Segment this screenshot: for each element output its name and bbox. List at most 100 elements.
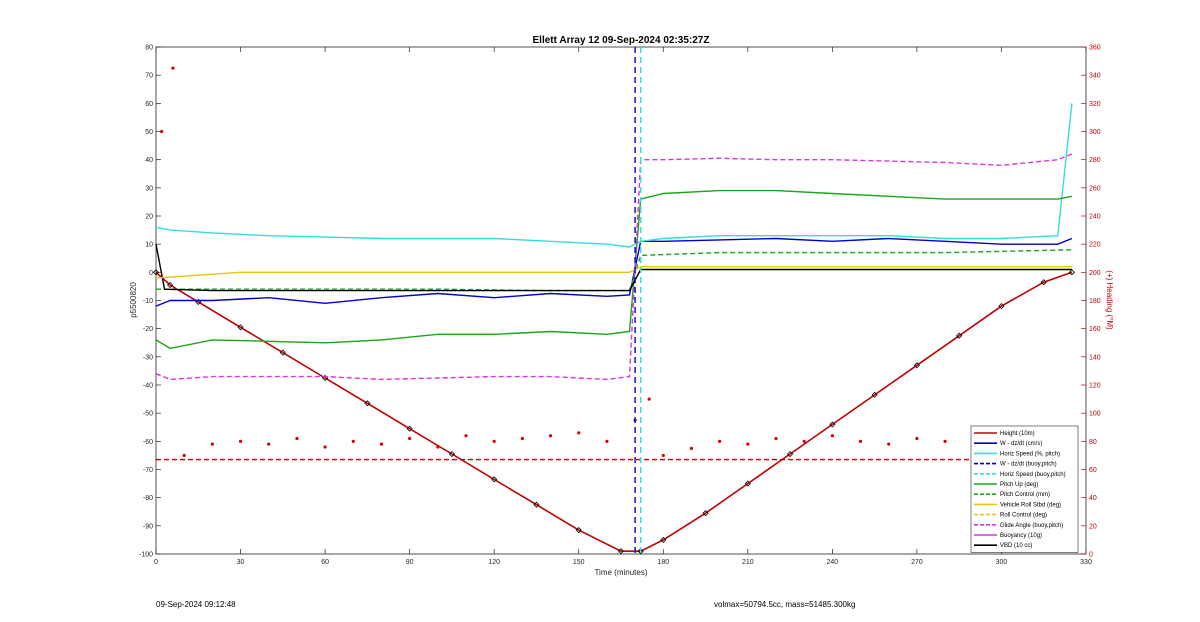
y-tick-label: -100 — [139, 552, 153, 559]
series-point — [887, 442, 891, 446]
series-point — [661, 453, 665, 458]
series-point — [323, 445, 327, 449]
legend-entry: Pitch Control (mm) — [1000, 492, 1050, 498]
y-tick-label-right: 360 — [1089, 45, 1101, 52]
height-marker — [744, 480, 751, 487]
height-marker — [829, 421, 836, 428]
x-tick-label: 270 — [911, 559, 923, 566]
height-marker — [871, 391, 878, 398]
legend-entry: Vehicle Roll Stbd (deg) — [1000, 502, 1061, 508]
y-tick-label: 20 — [145, 214, 153, 221]
series-point — [858, 439, 863, 443]
legend-entry: Glide Angle (buoy,pitch) — [1000, 523, 1063, 529]
x-tick-label: 120 — [488, 559, 500, 566]
series-point — [351, 439, 355, 443]
series-point — [171, 66, 175, 70]
series-point — [160, 129, 164, 134]
series-point — [295, 436, 299, 441]
series-point — [718, 439, 722, 443]
series-point — [802, 439, 806, 443]
height-marker — [237, 324, 244, 331]
series-vbd-10-cc — [155, 244, 1072, 292]
series-point — [182, 453, 186, 458]
height-marker — [364, 400, 371, 407]
x-tick-label: 210 — [742, 559, 754, 566]
series-point — [689, 446, 694, 450]
y-axis-label: p5500820 — [129, 282, 138, 318]
height-marker — [956, 332, 963, 339]
x-tick-label: 90 — [406, 559, 414, 566]
height-marker — [913, 362, 920, 369]
y-tick-label: 30 — [145, 185, 153, 192]
height-marker — [533, 501, 540, 508]
series-point — [492, 439, 496, 443]
height-marker — [491, 476, 498, 483]
series-point — [647, 397, 651, 401]
y-tick-label-right: 260 — [1089, 185, 1101, 192]
y-tick-label-right: 60 — [1089, 467, 1097, 474]
height-marker — [575, 526, 582, 534]
legend-entry: W - dz/dt (buoy,pitch) — [1000, 462, 1057, 468]
footer-volmax: volmax=50794.5cc, mass=51485.300kg — [714, 600, 856, 609]
y-tick-label: -40 — [143, 383, 153, 390]
x-tick-label: 180 — [657, 559, 669, 566]
series-point — [577, 431, 581, 435]
legend-entry: VBD (10 cc) — [1000, 543, 1032, 549]
series-point — [605, 439, 609, 443]
y-tick-label-right: 120 — [1089, 383, 1101, 390]
x-tick-label: 150 — [573, 559, 585, 566]
y-tick-label: -30 — [143, 354, 153, 361]
y-tick-label-right: 240 — [1089, 214, 1101, 221]
plot-frame — [155, 46, 1087, 555]
series-w-dz-dt-cm-s — [155, 237, 1073, 307]
series-point — [464, 434, 468, 438]
y-tick-label-right: 140 — [1089, 354, 1101, 361]
height-marker — [660, 536, 667, 543]
y-tick-label: -10 — [143, 298, 153, 305]
legend-entry: W - dz/dt (cm/s) — [1000, 441, 1042, 447]
series-point — [774, 436, 778, 441]
y-tick-label: -20 — [143, 326, 153, 333]
y-tick-label-right: 80 — [1089, 439, 1097, 446]
series-point — [436, 445, 440, 449]
legend-entry: Roll Control (deg) — [1000, 513, 1047, 519]
legend-box — [970, 425, 1079, 553]
height-marker — [1068, 269, 1075, 276]
y-tick-label: 40 — [145, 157, 153, 164]
y-tick-label-right: 300 — [1089, 129, 1101, 136]
y-tick-label: 60 — [145, 101, 153, 108]
series-pitch-up-deg — [155, 189, 1073, 350]
series-point — [830, 434, 834, 438]
y-tick-label: 10 — [145, 242, 153, 249]
legend-entry: Height (10m) — [1000, 431, 1035, 437]
plot-area — [155, 46, 1087, 555]
series-point — [267, 442, 271, 446]
y-tick-label-right: 220 — [1089, 242, 1101, 249]
y-tick-label: -70 — [143, 467, 153, 474]
x-tick-label: 330 — [1080, 559, 1092, 566]
height-marker — [448, 450, 455, 458]
legend-entry: Buoyancy (10g) — [1000, 533, 1042, 539]
y-tick-label-right: 20 — [1089, 523, 1097, 530]
series-point — [943, 439, 947, 443]
height-markers — [152, 269, 1075, 555]
height-marker — [617, 548, 625, 555]
y-tick-label-right: 200 — [1089, 270, 1101, 277]
height-marker — [787, 450, 794, 458]
height-marker — [998, 303, 1005, 310]
y-tick-label: 80 — [145, 45, 153, 52]
y-axis-label-right: (+) Heading (°M) — [1105, 270, 1114, 330]
y-tick-label: -90 — [143, 523, 153, 530]
series-point — [915, 436, 919, 441]
y-tick-label: -60 — [143, 439, 153, 446]
series-point — [238, 439, 243, 443]
series-point — [408, 436, 412, 441]
height-marker — [279, 349, 286, 356]
series-point — [210, 442, 214, 446]
series-glide-angle-buoy-pitch — [155, 153, 1073, 381]
y-tick-label-right: 340 — [1089, 73, 1101, 80]
series-layer — [152, 47, 1075, 555]
chart-title: Ellett Array 12 09-Sep-2024 02:35:27Z — [533, 35, 710, 46]
series-point — [379, 442, 384, 446]
x-tick-label: 240 — [827, 559, 839, 566]
